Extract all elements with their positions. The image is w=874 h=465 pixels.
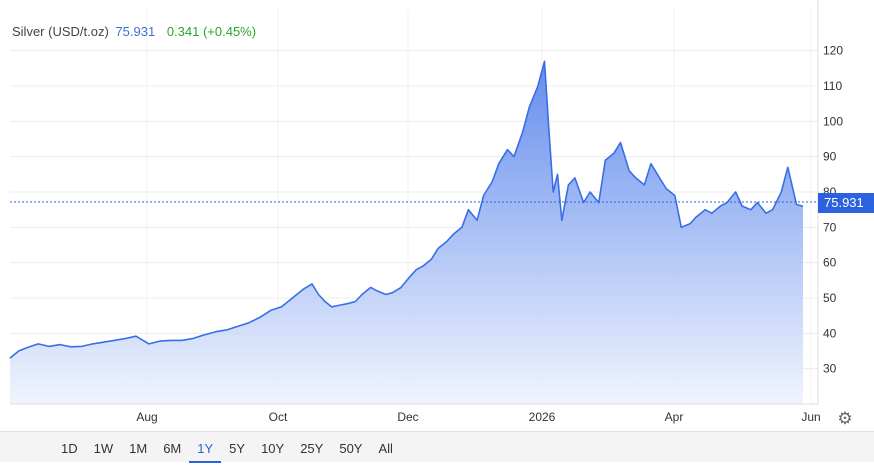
y-tick-label: 60 — [823, 256, 837, 270]
range-button-1w[interactable]: 1W — [93, 441, 114, 456]
range-button-1m[interactable]: 1M — [129, 441, 148, 456]
x-tick-label: Jun — [801, 410, 820, 424]
x-tick-label: Aug — [136, 410, 157, 424]
range-button-1d[interactable]: 1D — [61, 441, 78, 456]
gear-icon[interactable]: ⚙ — [837, 409, 853, 428]
price-line — [9, 60, 804, 359]
chart-legend: Silver (USD/t.oz) 75.931 0.341 (+0.45%) — [12, 24, 256, 39]
y-tick-label: 110 — [823, 79, 842, 93]
chart-area[interactable]: 30 40 50 60 70 80 90 100 110 120 Aug Oct Dec 2026 Apr… — [0, 0, 874, 430]
y-tick-label: 30 — [823, 362, 837, 376]
last-price-tag: 75.931 — [818, 193, 874, 213]
range-button-5y[interactable]: 5Y — [229, 441, 246, 456]
range-buttons: 1D 1W 1M 6M 1Y 5Y 10Y 25Y 50Y All — [53, 432, 401, 463]
x-axis: Aug Oct Dec 2026 Apr Jun — [10, 403, 821, 424]
price-change: 0.341 (+0.45%) — [166, 24, 257, 39]
range-button-10y[interactable]: 10Y — [261, 441, 285, 456]
x-tick-label: Apr — [665, 410, 684, 424]
x-tick-label: 2026 — [529, 410, 556, 424]
x-tick-label: Dec — [397, 410, 418, 424]
price-area — [10, 61, 803, 405]
y-tick-label: 90 — [823, 150, 837, 164]
range-button-6m[interactable]: 6M — [163, 441, 182, 456]
x-tick-label: Oct — [269, 410, 288, 424]
instrument-name: Silver (USD/t.oz) — [12, 24, 109, 39]
range-button-1y[interactable]: 1Y — [189, 432, 222, 463]
current-price: 75.931 — [115, 24, 156, 39]
price-series — [9, 60, 804, 405]
range-selector: 1D 1W 1M 6M 1Y 5Y 10Y 25Y 50Y All — [0, 431, 874, 463]
y-tick-label: 50 — [823, 291, 837, 305]
y-tick-label: 120 — [823, 44, 843, 58]
y-tick-label: 70 — [823, 220, 837, 234]
y-tick-label: 100 — [823, 114, 843, 128]
y-tick-label: 40 — [823, 326, 837, 340]
range-button-50y[interactable]: 50Y — [339, 441, 363, 456]
range-button-25y[interactable]: 25Y — [300, 441, 324, 456]
range-button-all[interactable]: All — [378, 441, 393, 456]
